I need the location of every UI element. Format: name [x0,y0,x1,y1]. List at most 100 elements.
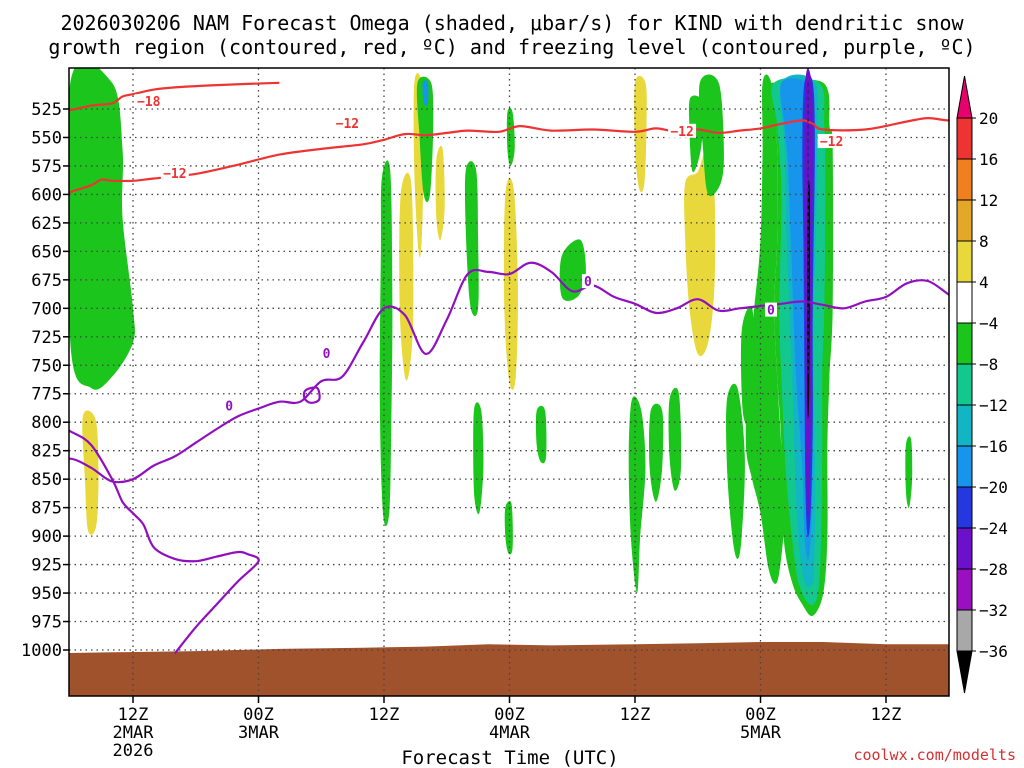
contour-label-0: −18 [137,95,161,110]
contour-label-6: 0 [767,304,775,319]
x-tick-label-2-1: 12Z [369,705,400,725]
colorbar-label-5: −4 [979,314,998,333]
colorbar-box-5 [956,322,973,365]
colorbar-label-4: 4 [979,273,989,292]
y-tick-label-525: 525 [31,100,62,120]
omega-shade-region-5 [416,76,434,203]
contour-label-bg-3 [668,123,697,138]
contour-label-bg-4 [817,134,846,149]
y-tick-label-925: 925 [31,556,62,576]
omega-shade-region-32 [905,436,913,508]
colorbar-label-3: 8 [979,232,989,251]
plot-area: −18 −12 −12 −12 −12 0 0 0 0 [69,68,949,696]
colorbar-label-8: −16 [979,437,1008,456]
contour-label-bg-0 [134,94,163,109]
contour-label-layer: −18 −12 −12 −12 −12 0 0 0 0 [134,94,846,414]
colorbar-top-arrow [956,75,973,119]
omega-shade-region-6 [422,80,429,106]
y-tick-label-750: 750 [31,356,62,376]
x-tick-label-1-1: 00Z [243,705,274,725]
contour-label-2: −12 [163,167,186,182]
colorbar-box-0 [956,117,973,160]
x-axis-label: Forecast Time (UTC) [401,747,618,768]
y-tick-label-875: 875 [31,499,62,519]
omega-shade-region-12 [634,75,647,193]
omega-shade-region-8 [464,161,479,317]
omega-shade-region-13 [688,95,704,173]
omega-shade-region-15 [698,74,724,197]
x-tick-label-3-1: 00Z [494,705,525,725]
contour-label-bg-2 [160,165,189,180]
y-tick-label-725: 725 [31,328,62,348]
grid-layer [69,68,949,696]
y-tick-label-775: 775 [31,385,62,405]
contour-line-0 [69,81,280,112]
x-tick-label-3-2: 4MAR [489,723,531,743]
x-tick-label-0-1: 12Z [118,705,149,725]
y-tick-label-950: 950 [31,584,62,604]
y-tick-label-550: 550 [31,128,62,148]
y-tick-label-575: 575 [31,157,62,177]
colorbar-bottom-arrow [956,650,973,694]
omega-shade-region-7 [435,145,445,241]
omega-shade-region-3 [399,172,414,381]
omega-shade-region-21 [668,387,682,491]
colorbar-label-13: −36 [979,642,1008,661]
y-axis: 525 550 575 600 625 650 675 700 725 750 775 800 825 8… [21,100,69,661]
colorbar-label-0: 20 [979,109,998,128]
contour-line-lower-freezing [69,429,260,655]
omega-shading-layer [69,68,913,617]
colorbar-label-9: −20 [979,478,1008,497]
contour-label-bg-8 [223,398,236,413]
contour-label-bg-7 [320,345,333,360]
x-tick-label-5-2: 5MAR [740,723,782,743]
y-tick-label-600: 600 [31,185,62,205]
contour-line-2 [69,261,949,484]
y-tick-label-675: 675 [31,271,62,291]
colorbar-label-10: −24 [979,519,1008,538]
contour-label-bg-5 [581,274,594,289]
y-tick-label-1000: 1000 [21,641,62,661]
chart-title-line-2: growth region (contoured, red, ºC) and f… [48,35,975,59]
chart-title-line-1: 2026030206 NAM Forecast Omega (shaded, μ… [60,11,964,35]
y-tick-label-850: 850 [31,470,62,490]
omega-shade-region-19 [628,396,646,594]
colorbar-label-11: −28 [979,560,1008,579]
y-tick-label-625: 625 [31,214,62,234]
omega-shade-region-18 [535,405,547,464]
omega-shade-region-0 [69,68,135,390]
x-tick-label-1-2: 3MAR [238,723,280,743]
x-tick-label-0-3: 2026 [113,741,154,761]
contour-line-loop [302,386,321,404]
colorbar-box-10 [956,527,973,570]
colorbar-box-1 [956,158,973,201]
contour-label-8: 0 [225,399,233,414]
omega-shade-region-20 [649,403,664,502]
x-tick-label-0-2: 2MAR [113,723,155,743]
colorbar-label-7: −12 [979,396,1008,415]
contour-label-5: 0 [584,275,592,290]
colorbar-box-4 [956,281,973,324]
contour-label-bg-1 [333,115,362,130]
contour-label-bg-6 [764,302,777,317]
colorbar-box-2 [956,199,973,242]
omega-shade-region-17 [504,500,513,555]
credit-text: coolwx.com/modelts [853,746,1016,764]
x-tick-label-4-1: 12Z [620,705,651,725]
colorbar-label-12: −32 [979,601,1008,620]
omega-shade-region-2 [379,160,393,527]
y-tick-label-700: 700 [31,299,62,319]
contour-label-3: −12 [670,125,693,140]
colorbar-box-9 [956,486,973,529]
colorbar-label-2: 12 [979,191,998,210]
y-tick-label-800: 800 [31,413,62,433]
colorbar-box-6 [956,363,973,406]
omega-shade-region-16 [473,402,484,515]
omega-shade-region-10 [503,178,518,390]
y-tick-label-825: 825 [31,442,62,462]
omega-shade-region-24 [745,74,787,584]
colorbar-label-6: −8 [979,355,998,374]
colorbar-box-11 [956,568,973,611]
